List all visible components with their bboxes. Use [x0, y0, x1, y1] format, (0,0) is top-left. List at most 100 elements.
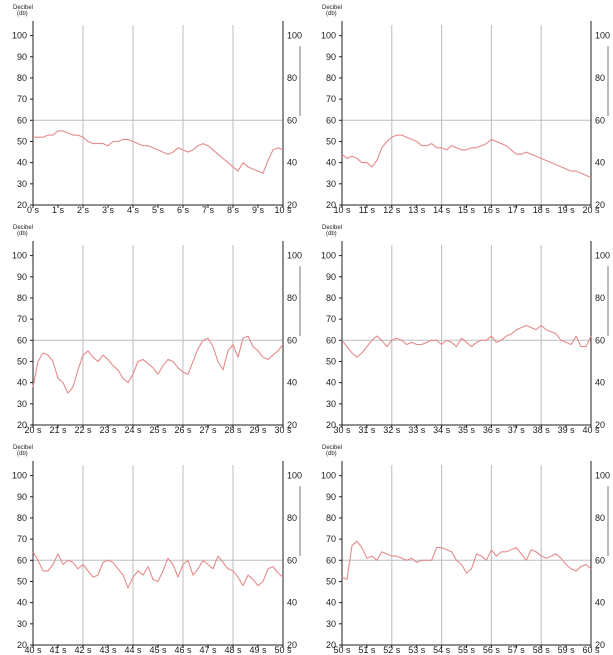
y-tick-label-left: 60: [17, 115, 27, 125]
y-tick-label-left: 60: [326, 115, 336, 125]
y-tick-label-left: 40: [326, 378, 336, 388]
x-tick-label: 1 s: [52, 205, 65, 215]
y-tick-label-left: 70: [17, 314, 27, 324]
y-tick-label-right: 60: [287, 555, 297, 565]
y-tick-label-left: 80: [326, 513, 336, 523]
y-axis-unit: (db): [326, 451, 337, 457]
chart-panel-1: Decibel(db) 20 30 40 50 60 70 80 90 100 20 40 60 80 10…: [12, 5, 302, 215]
decibel-series-line: [32, 335, 284, 394]
y-tick-label-right: 20: [287, 420, 297, 430]
y-tick-label-left: 80: [17, 293, 27, 303]
y-tick-label-left: 70: [17, 534, 27, 544]
x-tick-label: 48 s: [224, 645, 242, 655]
y-tick-label-left: 80: [17, 513, 27, 523]
x-tick-label: 31 s: [358, 425, 376, 435]
x-tick-label: 58 s: [533, 645, 551, 655]
x-tick-label: 50 s: [274, 645, 292, 655]
x-tick-label: 4 s: [127, 205, 140, 215]
y-tick-label-left: 100: [12, 31, 27, 41]
y-tick-label-left: 40: [326, 598, 336, 608]
y-tick-label-right: 20: [595, 640, 605, 650]
y-tick-label-right: 40: [287, 598, 297, 608]
x-tick-label: 50 s: [333, 645, 351, 655]
x-tick-label: 18 s: [533, 205, 551, 215]
y-tick-label-right: 100: [287, 251, 302, 261]
chart-panel-3: Decibel(db) 20 30 40 50 60 70 80 90 100 20 40 60 80 10…: [12, 225, 302, 435]
y-tick-label-right: 40: [595, 598, 605, 608]
y-tick-label-left: 20: [17, 640, 27, 650]
x-tick-label: 46 s: [174, 645, 192, 655]
x-tick-label: 28 s: [224, 425, 242, 435]
x-tick-label: 33 s: [408, 425, 426, 435]
x-tick-label: 49 s: [249, 645, 267, 655]
x-tick-label: 32 s: [383, 425, 401, 435]
x-tick-label: 5 s: [152, 205, 165, 215]
x-tick-label: 8 s: [227, 205, 240, 215]
y-tick-label-right: 100: [595, 251, 610, 261]
y-tick-label-left: 100: [321, 251, 336, 261]
y-axis-unit: (db): [17, 11, 28, 17]
x-tick-label: 56 s: [483, 645, 501, 655]
y-tick-label-right: 20: [287, 200, 297, 210]
x-tick-label: 9 s: [252, 205, 265, 215]
x-tick-label: 30 s: [274, 425, 292, 435]
x-tick-label: 59 s: [558, 645, 576, 655]
y-tick-label-right: 60: [595, 115, 605, 125]
y-axis-unit: (db): [17, 231, 28, 237]
x-tick-label: 10 s: [274, 205, 292, 215]
y-tick-label-left: 90: [17, 52, 27, 62]
x-tick-label: 29 s: [249, 425, 267, 435]
y-tick-label-right: 80: [287, 73, 297, 83]
y-tick-label-left: 60: [17, 335, 27, 345]
chart-panel-2: Decibel(db) 20 30 40 50 60 70 80 90 100 20 40 60 80 10…: [321, 5, 610, 215]
y-tick-label-right: 60: [287, 115, 297, 125]
y-tick-label-left: 90: [17, 272, 27, 282]
x-tick-label: 6 s: [177, 205, 190, 215]
y-tick-label-left: 40: [17, 378, 27, 388]
decibel-series-line: [341, 324, 592, 358]
y-axis-unit: (db): [17, 451, 28, 457]
y-tick-label-right: 80: [595, 73, 605, 83]
y-tick-label-left: 50: [326, 356, 336, 366]
y-tick-label-right: 60: [595, 555, 605, 565]
y-tick-label-right: 80: [287, 513, 297, 523]
y-tick-label-right: 80: [287, 293, 297, 303]
y-tick-label-right: 100: [287, 471, 302, 481]
y-tick-label-right: 40: [287, 158, 297, 168]
y-axis-title: Decibel: [322, 445, 342, 451]
y-tick-label-right: 80: [595, 293, 605, 303]
x-tick-label: 21 s: [49, 425, 67, 435]
y-tick-label-left: 40: [17, 598, 27, 608]
decibel-series-line: [33, 130, 284, 174]
y-tick-label-left: 90: [17, 492, 27, 502]
y-tick-label-left: 30: [17, 399, 27, 409]
x-tick-label: 43 s: [99, 645, 117, 655]
y-tick-label-left: 80: [326, 293, 336, 303]
y-tick-label-left: 20: [17, 200, 27, 210]
x-tick-label: 54 s: [433, 645, 451, 655]
x-tick-label: 40 s: [24, 645, 42, 655]
decibel-series-line: [341, 134, 592, 179]
x-tick-label: 30 s: [333, 425, 351, 435]
x-tick-label: 12 s: [383, 205, 401, 215]
x-tick-label: 47 s: [199, 645, 217, 655]
x-tick-label: 41 s: [49, 645, 67, 655]
y-tick-label-left: 20: [326, 420, 336, 430]
y-tick-label-right: 20: [595, 420, 605, 430]
decibel-series-line: [341, 540, 592, 580]
y-tick-label-left: 60: [326, 555, 336, 565]
y-tick-label-left: 50: [326, 136, 336, 146]
x-tick-label: 23 s: [99, 425, 117, 435]
y-tick-label-right: 20: [595, 200, 605, 210]
x-tick-label: 10 s: [333, 205, 351, 215]
x-tick-label: 26 s: [174, 425, 192, 435]
x-tick-label: 27 s: [199, 425, 217, 435]
x-tick-label: 0 s: [27, 205, 40, 215]
y-tick-label-left: 50: [17, 576, 27, 586]
x-tick-label: 16 s: [483, 205, 501, 215]
y-tick-label-left: 30: [326, 399, 336, 409]
y-tick-label-left: 80: [17, 73, 27, 83]
y-tick-label-right: 40: [595, 378, 605, 388]
x-tick-label: 20 s: [582, 205, 600, 215]
y-tick-label-left: 90: [326, 492, 336, 502]
